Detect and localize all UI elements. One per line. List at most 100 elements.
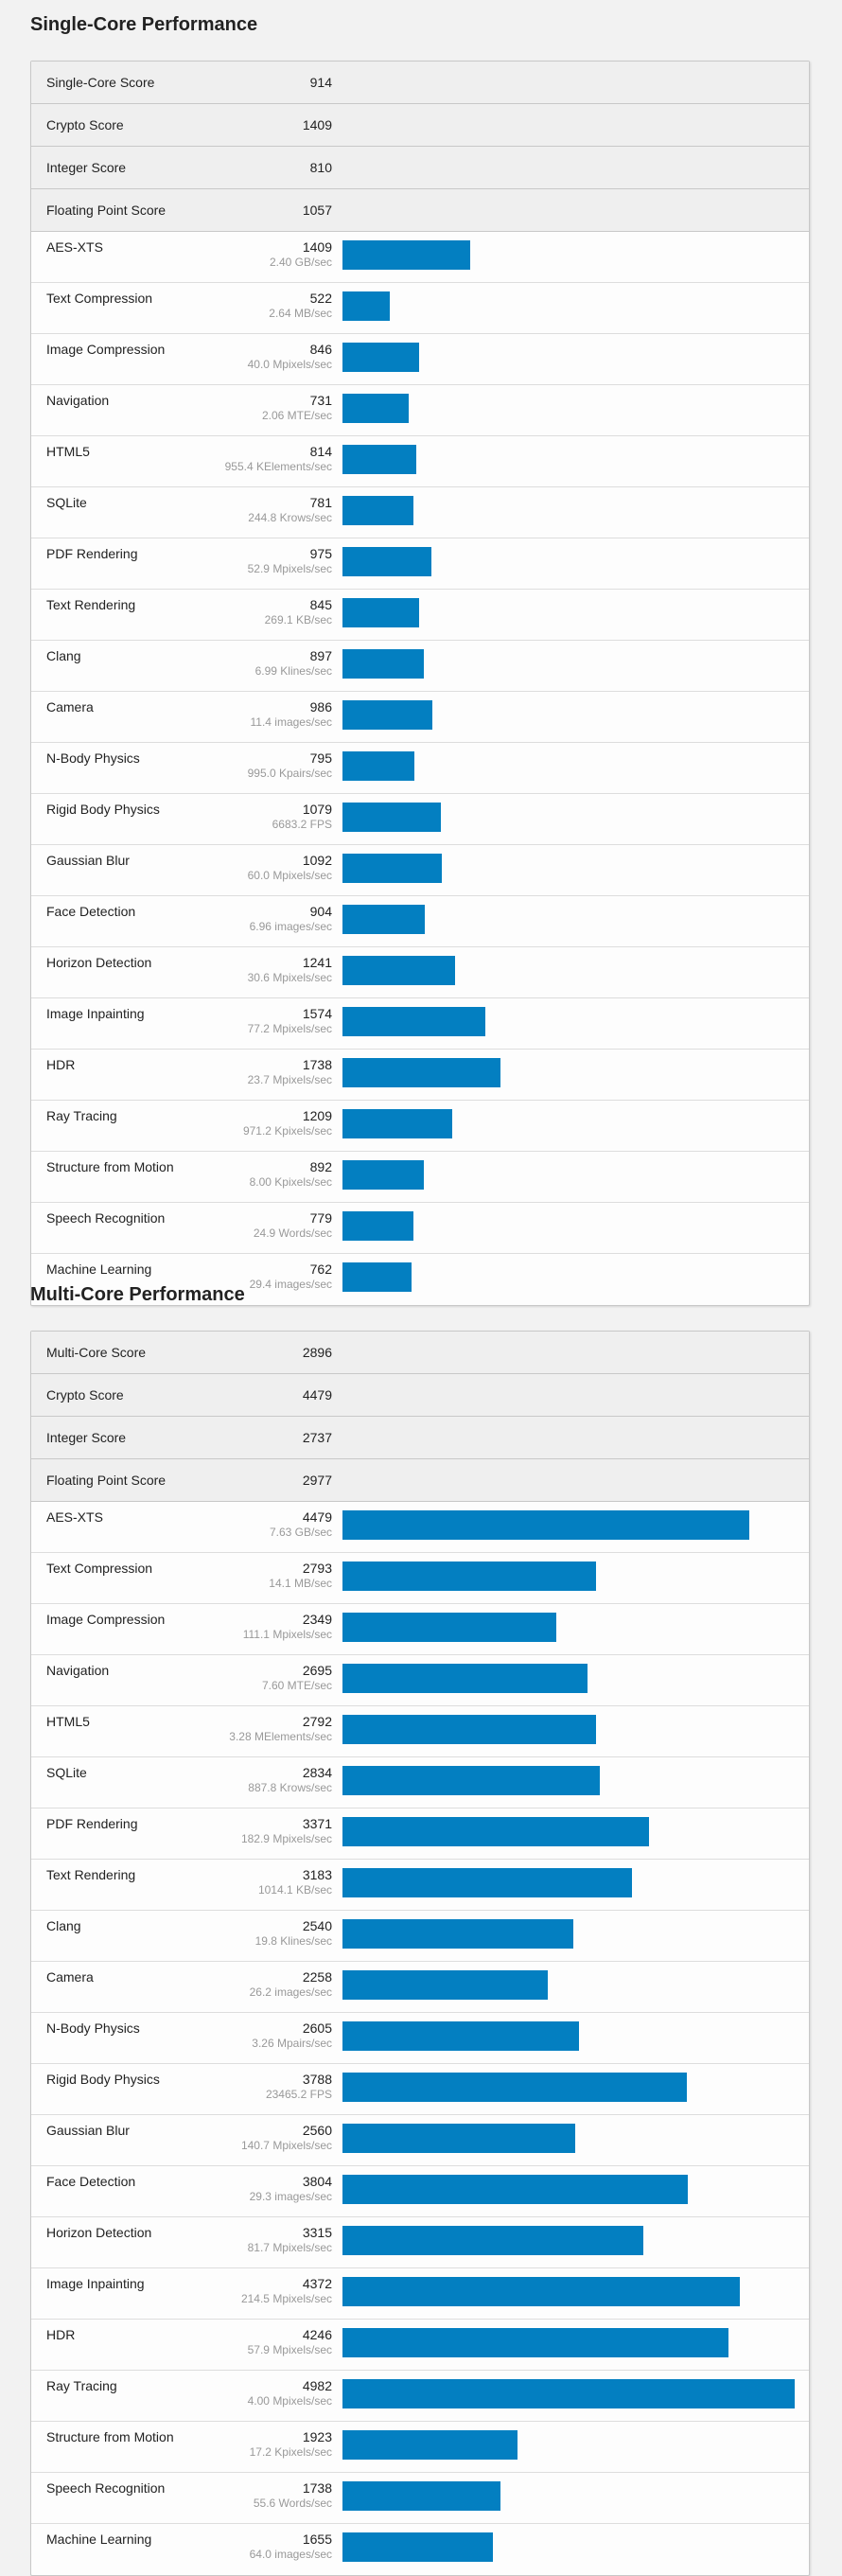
summary-label: Multi-Core Score [46,1345,147,1360]
benchmark-rate: 81.7 Mpixels/sec [247,2241,332,2254]
benchmark-rate: 2.64 MB/sec [269,307,332,320]
benchmark-values: 762 29.4 images/sec [220,1254,332,1305]
benchmark-values: 731 2.06 MTE/sec [220,385,332,435]
benchmark-name: PDF Rendering [46,546,138,561]
benchmark-score-bar [342,1919,573,1949]
benchmark-name: SQLite [46,495,87,510]
benchmark-values: 2349 111.1 Mpixels/sec [220,1604,332,1654]
benchmark-score-bar [342,905,425,934]
benchmark-rate: 14.1 MB/sec [269,1577,332,1590]
summary-label: Floating Point Score [46,1473,167,1488]
benchmark-score-bar [342,1613,556,1642]
benchmark-name: Machine Learning [46,2532,152,2547]
results-table: Single-Core Score 914 Crypto Score 1409 Inte… [30,61,810,1306]
benchmark-row: HTML5 2792 3.28 MElements/sec [31,1706,809,1757]
benchmark-rate: 140.7 Mpixels/sec [240,2139,332,2152]
benchmark-values: 2560 140.7 Mpixels/sec [220,2115,332,2165]
benchmark-name: HTML5 [46,444,90,459]
benchmark-row: Speech Recognition 1738 55.6 Words/sec [31,2473,809,2524]
benchmark-row: HTML5 814 955.4 KElements/sec [31,436,809,487]
benchmark-row: Navigation 2695 7.60 MTE/sec [31,1655,809,1706]
benchmark-score: 1409 [302,239,332,255]
summary-value: 810 [309,160,332,175]
benchmark-values: 4982 4.00 Mpixels/sec [220,2371,332,2421]
benchmark-rate: 8.00 Kpixels/sec [249,1175,332,1189]
benchmark-rate: 23.7 Mpixels/sec [247,1073,332,1086]
benchmark-values: 3183 1014.1 KB/sec [220,1860,332,1910]
benchmark-rate: 29.3 images/sec [249,2190,332,2203]
benchmark-values: 2834 887.8 Krows/sec [220,1757,332,1808]
benchmark-row: Horizon Detection 3315 81.7 Mpixels/sec [31,2217,809,2268]
benchmark-score-bar [342,2379,795,2408]
benchmark-name: Horizon Detection [46,2225,152,2240]
benchmark-name: Gaussian Blur [46,853,130,868]
benchmark-score: 986 [309,699,332,715]
benchmark-score: 897 [309,648,332,663]
benchmark-values: 1738 55.6 Words/sec [220,2473,332,2523]
benchmark-row: Text Rendering 3183 1014.1 KB/sec [31,1860,809,1911]
benchmark-row: Machine Learning 1655 64.0 images/sec [31,2524,809,2575]
benchmark-rate: 64.0 images/sec [249,2548,332,2561]
benchmark-score-bar [342,1160,424,1190]
benchmark-row: AES-XTS 4479 7.63 GB/sec [31,1502,809,1553]
benchmark-values: 2793 14.1 MB/sec [220,1553,332,1603]
benchmark-row: Speech Recognition 779 24.9 Words/sec [31,1203,809,1254]
benchmark-rate: 7.63 GB/sec [269,1526,332,1539]
benchmark-score: 522 [309,291,332,306]
benchmark-values: 1092 60.0 Mpixels/sec [220,845,332,895]
benchmark-rate: 269.1 KB/sec [264,613,332,626]
benchmark-rate: 11.4 images/sec [250,715,333,729]
summary-value: 914 [309,75,332,90]
benchmark-name: Image Inpainting [46,1006,145,1021]
benchmark-values: 2605 3.26 Mpairs/sec [220,2013,332,2063]
benchmark-score: 3788 [302,2072,332,2087]
benchmark-values: 779 24.9 Words/sec [220,1203,332,1253]
benchmark-rate: 4.00 Mpixels/sec [247,2394,332,2408]
benchmark-rate: 995.0 Kpairs/sec [247,767,332,780]
benchmark-rate: 1014.1 KB/sec [257,1883,332,1897]
benchmark-score-bar [342,700,432,730]
section-title: Multi-Core Performance [30,1284,245,1305]
benchmark-rate: 182.9 Mpixels/sec [240,1832,332,1845]
benchmark-score: 4372 [302,2276,332,2291]
benchmark-name: Speech Recognition [46,1210,166,1226]
benchmark-values: 975 52.9 Mpixels/sec [220,538,332,589]
benchmark-row: Navigation 731 2.06 MTE/sec [31,385,809,436]
benchmark-rate: 57.9 Mpixels/sec [247,2343,332,2356]
benchmark-values: 892 8.00 Kpixels/sec [220,1152,332,1202]
benchmark-row: Clang 897 6.99 Klines/sec [31,641,809,692]
benchmark-score: 3183 [302,1867,332,1882]
benchmark-score-bar [342,1262,412,1292]
benchmark-values: 3371 182.9 Mpixels/sec [220,1808,332,1859]
benchmark-row: PDF Rendering 3371 182.9 Mpixels/sec [31,1808,809,1860]
benchmark-score: 731 [309,393,332,408]
benchmark-row: N-Body Physics 2605 3.26 Mpairs/sec [31,2013,809,2064]
single-core-section: Single-Core Performance Single-Core Scor… [30,11,810,1306]
benchmark-score-bar [342,956,455,985]
benchmark-name: AES-XTS [46,1509,103,1525]
benchmark-score-bar [342,2175,688,2204]
benchmark-values: 1923 17.2 Kpixels/sec [220,2422,332,2472]
benchmark-score-bar [342,2277,740,2306]
benchmark-score-bar [342,1058,500,1087]
benchmark-values: 781 244.8 Krows/sec [220,487,332,538]
benchmark-name: Rigid Body Physics [46,2072,160,2087]
benchmark-score-bar [342,343,419,372]
benchmark-score: 846 [309,342,332,357]
benchmark-values: 1409 2.40 GB/sec [220,232,332,282]
benchmark-score-bar [342,1211,413,1241]
benchmark-name: SQLite [46,1765,87,1780]
benchmark-rate: 6.99 Klines/sec [254,664,332,678]
benchmark-values: 2792 3.28 MElements/sec [220,1706,332,1756]
benchmark-row: AES-XTS 1409 2.40 GB/sec [31,232,809,283]
benchmark-score: 2540 [302,1918,332,1933]
benchmark-rate: 244.8 Krows/sec [248,511,332,524]
benchmark-name: Machine Learning [46,1262,152,1277]
benchmark-rate: 60.0 Mpixels/sec [247,869,332,882]
benchmark-score-bar [342,2481,500,2511]
benchmark-rate: 52.9 Mpixels/sec [247,562,332,575]
summary-row: Integer Score 810 [31,147,809,189]
benchmark-score: 779 [309,1210,332,1226]
benchmark-score: 1574 [302,1006,332,1021]
benchmark-row: N-Body Physics 795 995.0 Kpairs/sec [31,743,809,794]
